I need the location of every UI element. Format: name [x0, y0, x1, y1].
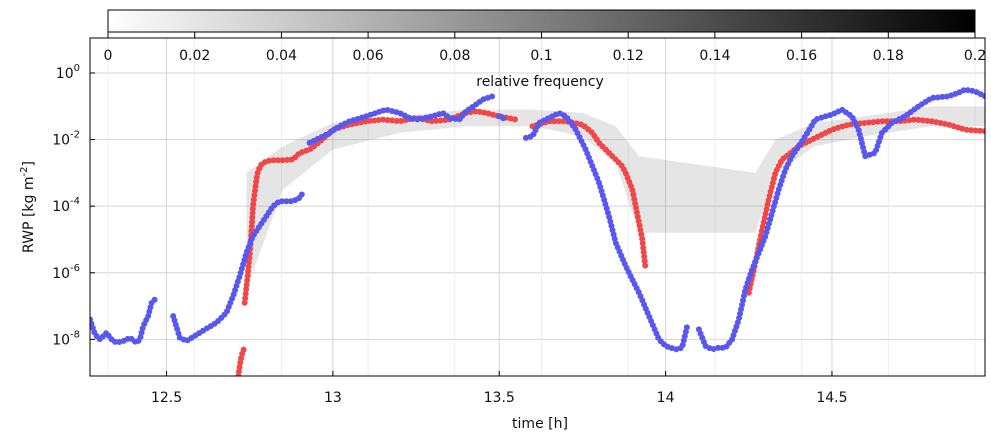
colorbar — [107, 9, 976, 33]
colorbar-tick-label: 0.14 — [699, 48, 730, 64]
x-tick-label: 14 — [657, 390, 675, 406]
frequency-band-area — [246, 106, 985, 290]
grid-lines — [90, 38, 985, 376]
colorbar-tick-label: 0.06 — [353, 48, 384, 64]
plot-frame — [89, 37, 986, 377]
colorbar-tick-label: 0.2 — [964, 48, 986, 64]
series-1-line — [90, 296, 158, 346]
x-tick-label: 13 — [324, 390, 342, 406]
colorbar-label: relative frequency — [476, 74, 603, 90]
colorbar-tick-label: 0 — [104, 48, 113, 64]
y-axis-ticks: 100 10-2 10-4 10-6 10-8 — [52, 63, 95, 348]
x-axis-ticks: 12.5 13 13.5 14 14.5 — [151, 371, 848, 406]
y-tick-label: 10-6 — [52, 263, 80, 282]
colorbar-tick-label: 0.02 — [179, 48, 210, 64]
y-tick-label: 10-4 — [52, 196, 80, 215]
y-axis-label: RWP [kg m-2] — [19, 161, 37, 253]
data-series — [90, 86, 985, 376]
series-1-line — [522, 109, 691, 353]
y-tick-label: 10-8 — [52, 329, 80, 348]
colorbar-tick-label: 0.18 — [873, 48, 904, 64]
colorbar-tick-label: 0.1 — [530, 48, 552, 64]
series-0-line — [235, 346, 247, 376]
colorbar-tick-label: 0.12 — [613, 48, 644, 64]
series-1-line — [306, 93, 496, 146]
x-axis-label: time [h] — [512, 416, 568, 432]
series-1-line — [170, 189, 306, 344]
x-tick-label: 14.5 — [816, 390, 847, 406]
series-0-line — [745, 116, 985, 296]
series-1-line — [695, 86, 985, 353]
series-1-line — [496, 113, 509, 123]
x-tick-label: 12.5 — [151, 390, 182, 406]
colorbar-ticks: 0 0.02 0.04 0.06 0.08 0.1 0.12 0.14 0.16 0.18 0.2 — [104, 32, 986, 64]
x-tick-label: 13.5 — [484, 390, 515, 406]
colorbar-tick-label: 0.04 — [266, 48, 297, 64]
frequency-band — [246, 106, 985, 290]
colorbar-tick-label: 0.16 — [786, 48, 817, 64]
y-tick-label: 10-2 — [52, 130, 80, 149]
y-tick-label: 100 — [56, 63, 80, 82]
colorbar-tick-label: 0.08 — [439, 48, 470, 64]
